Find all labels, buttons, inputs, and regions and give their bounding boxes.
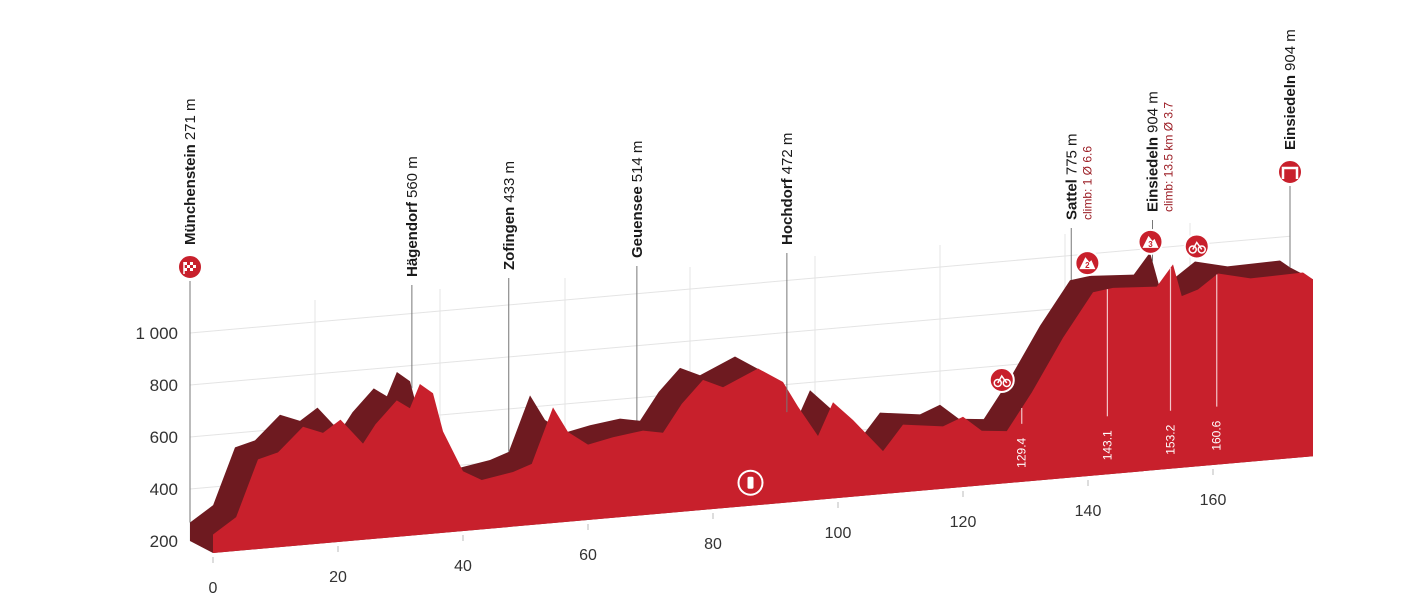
feed-icon bbox=[737, 469, 764, 496]
waypoint-label: Münchenstein 271 m bbox=[182, 98, 199, 245]
waypoint-label: Sattel 775 m bbox=[1063, 133, 1080, 220]
waypoint-label: Zofingen 433 m bbox=[501, 161, 518, 270]
x-tick-label: 20 bbox=[329, 569, 347, 586]
flag-cell bbox=[187, 265, 190, 268]
waypoint-name: Hochdorf bbox=[779, 177, 796, 245]
waypoint-elevation: 472 m bbox=[779, 133, 796, 175]
climb-info: climb: 13.5 km Ø 3.7 bbox=[1162, 102, 1176, 212]
start-icon bbox=[177, 254, 203, 280]
wheel bbox=[1188, 245, 1197, 254]
waypoint-elevation: 433 m bbox=[501, 161, 518, 203]
sprint-icon bbox=[988, 366, 1015, 393]
flag-cell bbox=[190, 268, 193, 271]
waypoint-label: Geuensee 514 m bbox=[629, 141, 646, 258]
x-tick-label: 100 bbox=[825, 525, 852, 542]
mountain bbox=[1079, 257, 1096, 270]
kom-icon: 3 bbox=[1137, 228, 1164, 255]
flag-cell bbox=[184, 268, 187, 271]
y-tick-label: 1 000 bbox=[135, 324, 178, 343]
marker-km: 129.4 bbox=[1015, 437, 1029, 467]
x-tick-label: 0 bbox=[209, 580, 218, 597]
waypoint-elevation: 904 m bbox=[1145, 91, 1162, 133]
marker-km: 160.6 bbox=[1210, 420, 1224, 450]
waypoint-elevation: 514 m bbox=[629, 141, 646, 183]
icon-circle bbox=[988, 366, 1015, 393]
waypoint-elevation: 271 m bbox=[182, 98, 199, 140]
waypoint-name: Hägendorf bbox=[404, 201, 421, 277]
waypoint-name: Geuensee bbox=[629, 186, 646, 258]
kom-category: 2 bbox=[1085, 261, 1090, 270]
waypoint-name: Einsiedeln bbox=[1282, 75, 1299, 150]
x-tick-label: 80 bbox=[704, 536, 722, 553]
flag-cell bbox=[184, 262, 187, 265]
bottle bbox=[747, 476, 754, 489]
waypoint-elevation: 560 m bbox=[404, 156, 421, 198]
frame bbox=[997, 374, 1008, 384]
sprint-icon bbox=[1183, 233, 1210, 260]
frame bbox=[1192, 241, 1203, 250]
waypoint-elevation: 775 m bbox=[1063, 133, 1080, 175]
y-tick-label: 800 bbox=[150, 376, 178, 395]
waypoint-label: Einsiedeln 904 m bbox=[1145, 91, 1162, 212]
marker-km: 153.2 bbox=[1164, 424, 1178, 454]
wheel bbox=[993, 378, 1002, 388]
waypoint-name: Sattel bbox=[1063, 179, 1080, 220]
wheel bbox=[1197, 245, 1206, 254]
kom-category: 3 bbox=[1148, 240, 1153, 249]
waypoint-name: Münchenstein bbox=[182, 144, 199, 245]
y-tick-label: 200 bbox=[150, 532, 178, 551]
profile-area bbox=[213, 264, 1313, 553]
x-tick-label: 120 bbox=[950, 514, 977, 531]
icon-circle bbox=[1183, 233, 1210, 260]
kom-icon: 2 bbox=[1074, 250, 1101, 277]
waypoint-elevation: 904 m bbox=[1282, 29, 1299, 71]
waypoint-name: Einsiedeln bbox=[1145, 137, 1162, 212]
y-tick-label: 400 bbox=[150, 480, 178, 499]
climb-info: climb: 1 Ø 6.6 bbox=[1080, 146, 1094, 220]
flag-cell bbox=[190, 262, 193, 265]
icon-circle bbox=[1277, 159, 1303, 185]
mountain bbox=[1142, 235, 1159, 248]
marker-km: 143.1 bbox=[1100, 430, 1114, 460]
waypoint-label: Einsiedeln 904 m bbox=[1282, 29, 1299, 150]
x-tick-label: 60 bbox=[579, 547, 597, 564]
x-tick-label: 40 bbox=[454, 558, 472, 575]
x-tick-label: 160 bbox=[1200, 492, 1227, 509]
wheel bbox=[1002, 378, 1011, 388]
flag-cell bbox=[193, 265, 196, 268]
grid-line bbox=[189, 235, 1291, 334]
waypoint-label: Hägendorf 560 m bbox=[404, 156, 421, 277]
finish-arch bbox=[1281, 166, 1299, 179]
waypoint-name: Zofingen bbox=[501, 207, 518, 270]
finish-icon bbox=[1277, 159, 1303, 185]
y-tick-label: 600 bbox=[150, 428, 178, 447]
waypoint-label: Hochdorf 472 m bbox=[779, 133, 796, 245]
x-tick-label: 140 bbox=[1075, 503, 1102, 520]
